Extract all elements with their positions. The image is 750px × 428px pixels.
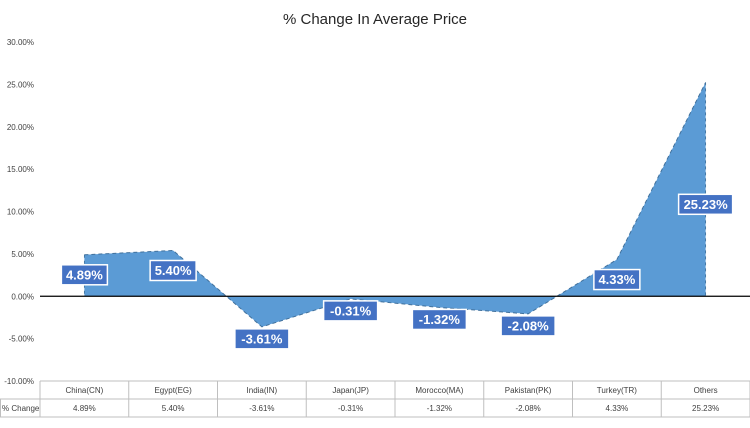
category-label: Others [694,386,718,395]
data-label: 25.23% [677,193,734,216]
chart-title: % Change In Average Price [283,11,467,28]
data-label-box [500,315,556,337]
data-label-text: 25.23% [684,197,729,212]
table-cell-value: -3.61% [249,404,274,413]
data-label-text: -3.61% [241,331,283,346]
data-label-text: -0.31% [330,303,372,318]
data-label: -2.08% [500,315,556,337]
category-label: Japan(JP) [332,386,369,395]
category-label: Morocco(MA) [415,386,463,395]
table-cell-value: 4.89% [73,404,96,413]
table-row-label: % Change [2,404,40,413]
data-label-box [234,328,290,350]
data-label-box [149,259,197,282]
y-tick-label: 10.00% [7,208,34,217]
data-label-text: 5.40% [155,263,192,278]
y-tick-label: 20.00% [7,123,34,132]
table-cell-value: 25.23% [692,404,719,413]
data-label-box [593,268,641,291]
data-label: -0.31% [322,300,379,322]
table-cell-value: -1.32% [427,404,452,413]
data-label-box [677,193,734,216]
category-label: India(IN) [247,386,278,395]
category-label: China(CN) [65,386,103,395]
data-label-text: -1.32% [419,312,461,327]
y-tick-label: 5.00% [11,250,34,259]
category-label: Pakistan(PK) [505,386,552,395]
table-cell-value: -2.08% [515,404,540,413]
y-tick-label: -5.00% [9,335,34,344]
data-label-box [411,308,468,331]
table-cell-value: 4.33% [606,404,629,413]
data-label-box [60,264,109,286]
y-tick-label: -10.00% [4,377,34,386]
table-cell-value: 5.40% [162,404,185,413]
y-tick-label: 0.00% [11,292,34,301]
category-label: Turkey(TR) [597,386,637,395]
y-tick-label: 15.00% [7,165,34,174]
data-label: -3.61% [234,328,290,350]
y-tick-label: 25.00% [7,80,34,89]
category-label: Egypt(EG) [154,386,192,395]
data-label: 5.40% [149,259,197,282]
data-label-box [322,300,379,322]
data-label: -1.32% [411,308,468,331]
data-label: 4.33% [593,268,641,291]
data-label-text: 4.89% [66,267,103,282]
table-cell-value: -0.31% [338,404,363,413]
data-label: 4.89% [60,264,109,286]
data-label-text: 4.33% [598,272,635,287]
data-label-text: -2.08% [508,318,550,333]
y-tick-label: 30.00% [7,38,34,47]
